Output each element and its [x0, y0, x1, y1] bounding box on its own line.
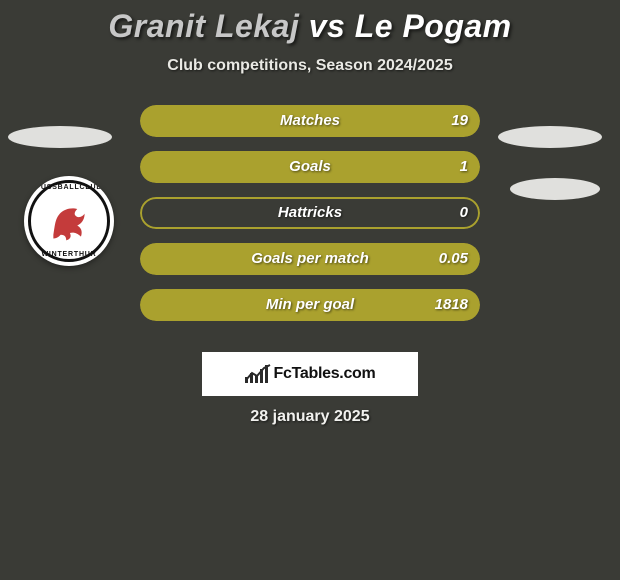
stat-value: 19 [451, 105, 468, 137]
stat-value: 1818 [435, 289, 468, 321]
vs-label: vs [309, 8, 346, 44]
subtitle: Club competitions, Season 2024/2025 [0, 57, 620, 75]
badge-top-text: FUSSBALLCLUB [24, 184, 114, 191]
stat-label: Goals [140, 151, 480, 183]
snapshot-date: 28 january 2025 [0, 408, 620, 426]
badge-ring [28, 180, 110, 262]
stat-row: Hattricks0 [140, 197, 480, 229]
stat-label: Hattricks [140, 197, 480, 229]
stat-label: Matches [140, 105, 480, 137]
brand-line-icon [245, 363, 271, 383]
player1-name: Granit Lekaj [108, 8, 299, 44]
stat-bar-chart: Matches19 Goals1 Hattricks0 Goals per match… [140, 105, 480, 335]
brand-text: FcTables.com [274, 365, 376, 383]
stat-row: Min per goal1818 [140, 289, 480, 321]
player2-club-placeholder [510, 178, 600, 200]
player2-photo-placeholder [498, 126, 602, 148]
player2-name: Le Pogam [355, 8, 512, 44]
player1-photo-placeholder [8, 126, 112, 148]
player1-club-badge: FUSSBALLCLUB WINTERTHUR [24, 176, 114, 266]
comparison-card: Granit Lekaj vs Le Pogam Club competitio… [0, 0, 620, 580]
brand-bars-icon [245, 365, 268, 383]
stat-row: Goals1 [140, 151, 480, 183]
stat-value: 0.05 [439, 243, 468, 275]
stat-row: Matches19 [140, 105, 480, 137]
stat-label: Goals per match [140, 243, 480, 275]
page-title: Granit Lekaj vs Le Pogam [0, 0, 620, 45]
chart-stage: FUSSBALLCLUB WINTERTHUR Matches19 Goals1 H… [0, 105, 620, 345]
stat-row: Goals per match0.05 [140, 243, 480, 275]
stat-value: 0 [460, 197, 468, 229]
badge-bottom-text: WINTERTHUR [24, 251, 114, 258]
stat-label: Min per goal [140, 289, 480, 321]
brand-watermark: FcTables.com [202, 352, 418, 396]
stat-value: 1 [460, 151, 468, 183]
